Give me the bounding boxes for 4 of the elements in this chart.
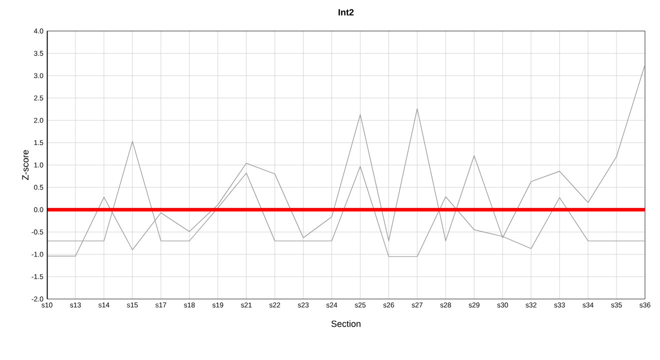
y-axis-title: Z-score: [22, 150, 29, 180]
chart-title: Int2: [338, 9, 354, 16]
line-series: [47, 64, 646, 256]
x-axis-title: Section: [331, 320, 360, 327]
